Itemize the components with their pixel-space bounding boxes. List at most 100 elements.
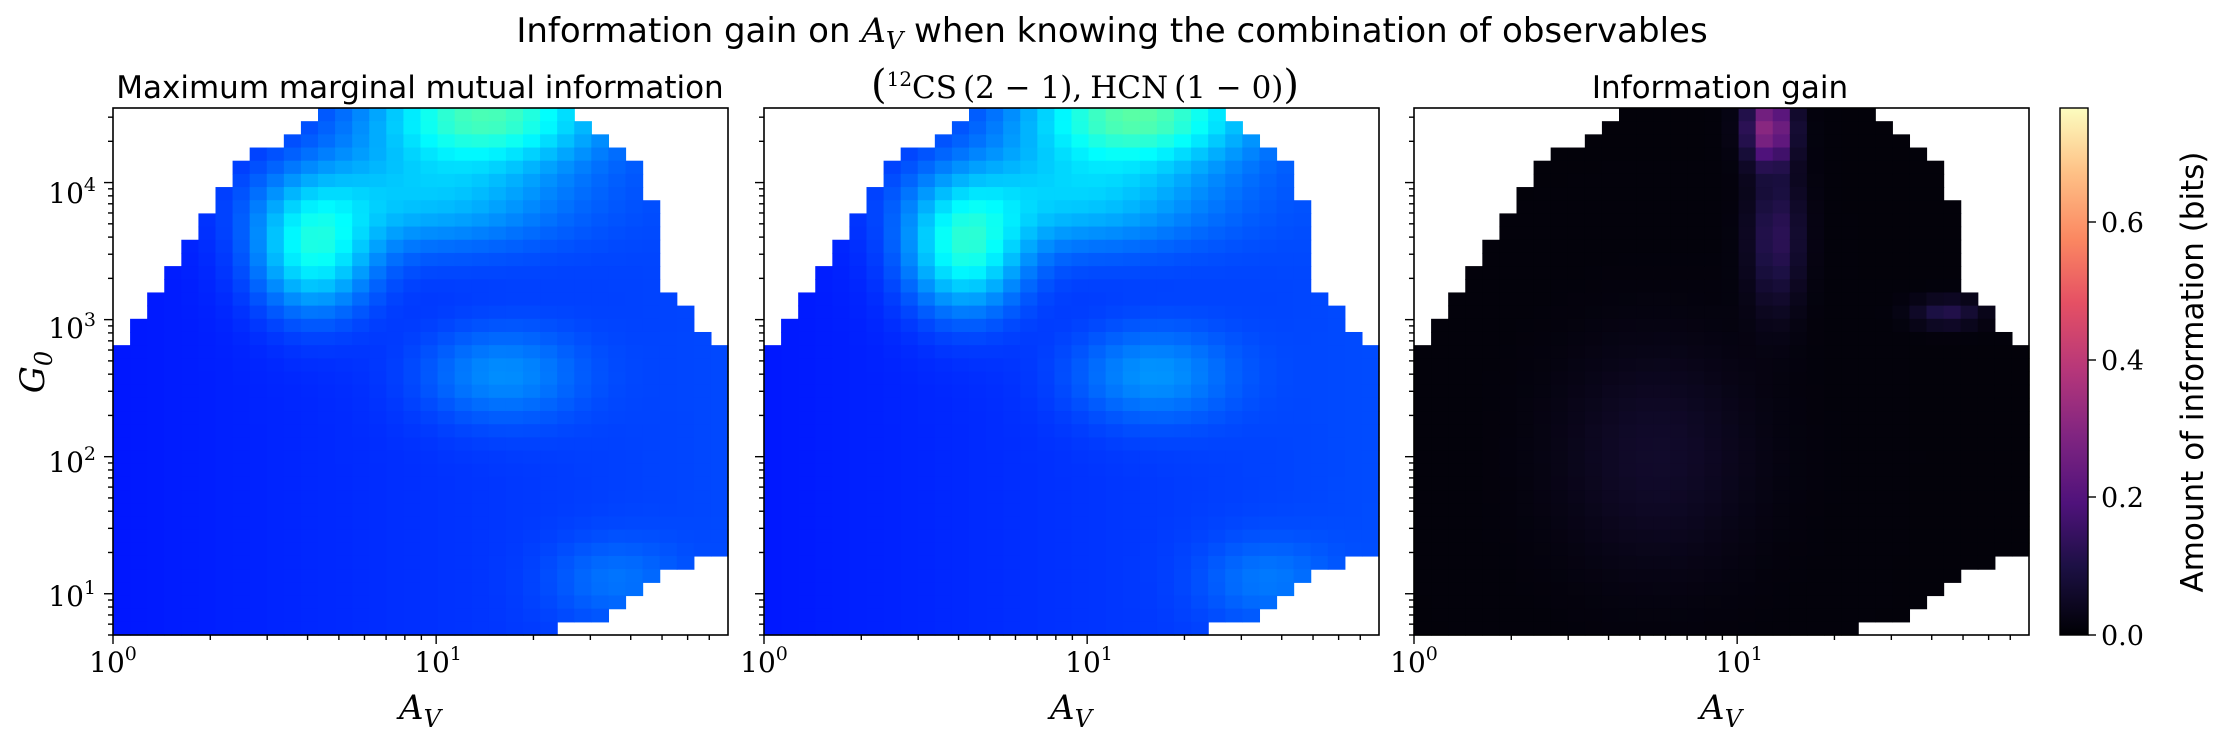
heatmap-cell <box>591 463 610 478</box>
heatmap-cell <box>1670 345 1688 359</box>
heatmap-cell <box>437 266 456 280</box>
heatmap-cell <box>505 384 524 399</box>
heatmap-cell <box>1824 305 1842 320</box>
heatmap-cell <box>917 621 936 636</box>
heatmap-cell <box>1037 305 1056 320</box>
heatmap-cell <box>764 529 782 544</box>
heatmap-cell <box>710 450 729 465</box>
heatmap-cell <box>505 160 524 175</box>
heatmap-cell <box>849 555 868 570</box>
heatmap-cell <box>147 595 165 610</box>
heatmap-cell <box>693 476 712 491</box>
heatmap-cell <box>1653 371 1671 386</box>
heatmap-cell <box>1533 516 1552 531</box>
heatmap-cell <box>659 476 678 491</box>
heatmap-cell <box>1875 542 1893 557</box>
heatmap-cell <box>488 555 507 570</box>
heatmap-cell <box>1037 160 1056 175</box>
heatmap-cell <box>1670 160 1688 175</box>
heatmap-cell <box>1619 424 1637 438</box>
heatmap-cell <box>471 555 490 570</box>
heatmap-cell <box>1636 226 1654 241</box>
heatmap-cell <box>369 569 387 583</box>
heatmap-cell <box>1619 147 1637 162</box>
heatmap-cell <box>335 569 353 583</box>
heatmap-cell <box>215 318 234 333</box>
heatmap-cell <box>1310 463 1329 478</box>
heatmap-cell <box>1755 463 1774 478</box>
heatmap-cell <box>1550 187 1569 201</box>
heatmap-cell <box>1037 490 1056 504</box>
heatmap-cell <box>523 187 541 201</box>
heatmap-cell <box>369 252 387 267</box>
heatmap-cell <box>574 397 592 412</box>
heatmap-cell <box>1191 213 1209 228</box>
heatmap-cell <box>917 279 936 294</box>
heatmap-cell <box>352 397 370 412</box>
heatmap-cell <box>1174 490 1192 504</box>
heatmap-cell <box>1567 252 1586 267</box>
heatmap-cell <box>1020 582 1038 597</box>
heatmap-cell <box>1516 595 1535 610</box>
heatmap-cell <box>1755 318 1774 333</box>
heatmap-cell <box>1122 147 1141 162</box>
heatmap-cell <box>625 582 644 597</box>
heatmap-cell <box>1156 121 1175 135</box>
heatmap-cell <box>1139 476 1158 491</box>
heatmap-cell <box>1225 252 1243 267</box>
heatmap-cell <box>1431 437 1449 452</box>
heatmap-cell <box>1071 608 1090 623</box>
heatmap-cell <box>1584 160 1603 175</box>
heatmap-cell <box>1054 147 1073 162</box>
heatmap-cell <box>1105 437 1124 452</box>
heatmap-cell <box>1242 463 1261 478</box>
heatmap-cell <box>318 476 336 491</box>
heatmap-cell <box>1738 621 1757 636</box>
heatmap-cell <box>420 200 439 215</box>
heatmap-cell <box>198 582 217 597</box>
heatmap-cell <box>215 490 234 504</box>
heatmap-cell <box>1037 279 1056 294</box>
heatmap-cell <box>917 555 936 570</box>
heatmap-cell <box>1208 608 1226 623</box>
heatmap-cell <box>454 371 473 386</box>
heatmap-cell <box>1824 555 1842 570</box>
heatmap-cell <box>1977 424 1996 438</box>
heatmap-cell <box>1003 147 1021 162</box>
heatmap-cell <box>1105 411 1124 425</box>
heatmap-cell <box>1653 437 1671 452</box>
heatmap-cell <box>1994 516 2013 531</box>
heatmap-cell <box>420 569 439 583</box>
heatmap-cell <box>557 173 575 188</box>
heatmap-cell <box>1584 213 1603 228</box>
heatmap-cell <box>1071 173 1090 188</box>
heatmap-cell <box>300 569 319 583</box>
heatmap-cell <box>1567 239 1586 254</box>
heatmap-cell <box>1139 555 1158 570</box>
heatmap-cell <box>608 252 627 267</box>
heatmap-cell <box>335 292 353 307</box>
heatmap-cell <box>574 121 592 135</box>
heatmap-cell <box>1584 200 1603 215</box>
heatmap-cell <box>266 397 285 412</box>
heatmap-cell <box>1105 292 1124 307</box>
heatmap-cell <box>1020 331 1038 346</box>
heatmap-cell <box>283 239 302 254</box>
heatmap-cell <box>1601 239 1620 254</box>
heatmap-cell <box>900 411 919 425</box>
heatmap-cell <box>608 569 627 583</box>
heatmap-cell <box>591 200 610 215</box>
heatmap-cell <box>1601 173 1620 188</box>
heatmap-cell <box>969 595 987 610</box>
heatmap-cell <box>764 397 782 412</box>
heatmap-cell <box>1772 424 1791 438</box>
heatmap-cell <box>130 411 148 425</box>
axes-frame-3 <box>1413 107 2030 636</box>
heatmap-cell <box>352 305 370 320</box>
heatmap-cell <box>1156 108 1175 122</box>
heatmap-cell <box>1789 490 1808 504</box>
heatmap-cell <box>1156 173 1175 188</box>
heatmap-cell <box>693 437 712 452</box>
heatmap-cell <box>1225 279 1243 294</box>
